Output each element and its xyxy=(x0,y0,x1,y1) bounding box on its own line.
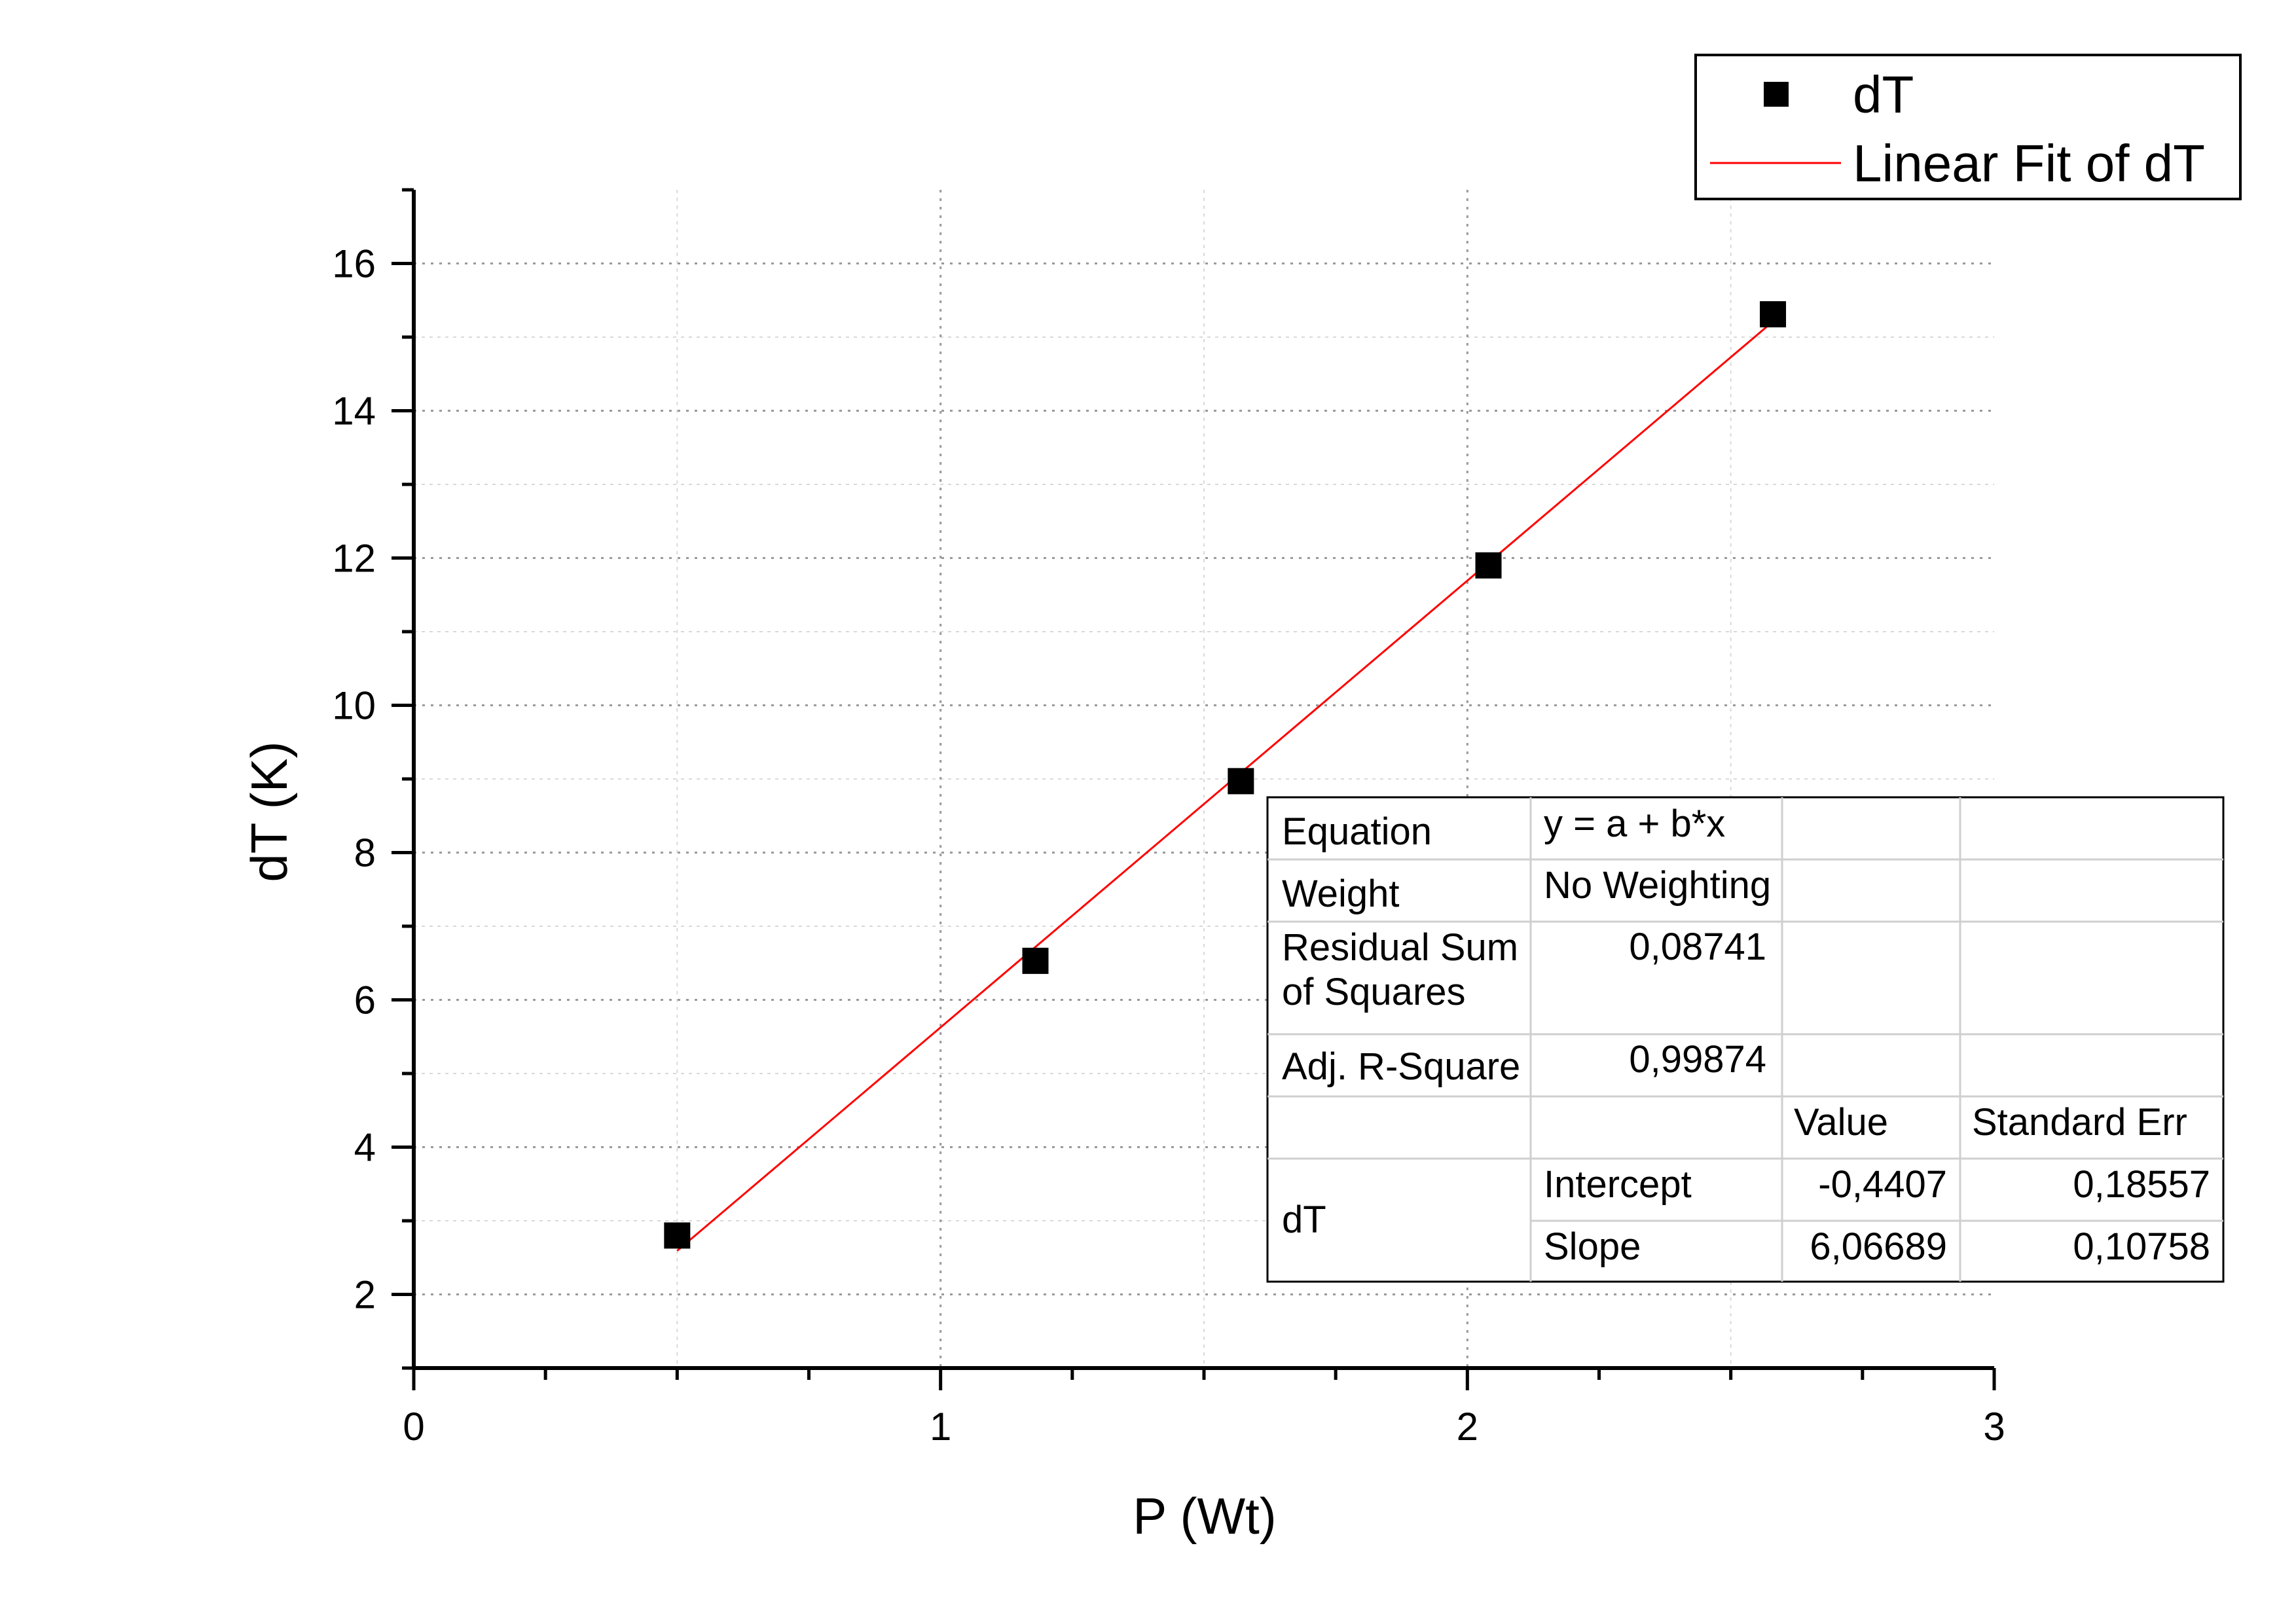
x-tick-label: 0 xyxy=(403,1405,424,1449)
table-header-standard-err: Standard Err xyxy=(1972,1101,2187,1144)
y-tick-label: 12 xyxy=(332,537,376,581)
table-value-residual: 0,08741 xyxy=(1629,926,1766,968)
y-axis-title: dT (K) xyxy=(240,741,298,882)
fit-line xyxy=(676,321,1774,1252)
table-header-value: Value xyxy=(1794,1101,1888,1144)
table-param-slope-value: 6,06689 xyxy=(1810,1225,1947,1268)
data-point xyxy=(664,1222,691,1249)
data-point xyxy=(1475,552,1502,579)
data-point xyxy=(1228,768,1254,795)
x-tick-label: 2 xyxy=(1457,1405,1478,1449)
table-value-weight: No Weighting xyxy=(1544,864,1771,907)
marker-layer xyxy=(664,301,1787,1249)
table-param-intercept-value: -0,4407 xyxy=(1818,1163,1947,1206)
table-label-residual: Residual Sum of Squares xyxy=(1282,926,1518,1013)
table-param-intercept: Intercept xyxy=(1544,1163,1692,1206)
table-label-equation: Equation xyxy=(1282,810,1432,853)
y-tick-label: 14 xyxy=(332,389,376,433)
x-tick-label: 1 xyxy=(930,1405,951,1449)
table-value-adj-r-square: 0,99874 xyxy=(1629,1038,1766,1081)
y-tick-label: 6 xyxy=(354,979,376,1022)
y-tick-label: 4 xyxy=(354,1126,376,1170)
table-param-slope: Slope xyxy=(1544,1225,1641,1268)
y-tick-label: 16 xyxy=(332,242,376,286)
y-tick-label: 10 xyxy=(332,684,376,728)
legend-label-fit: Linear Fit of dT xyxy=(1853,134,2205,192)
legend-box xyxy=(1694,54,2242,200)
residual-label-line: Residual Sum xyxy=(1282,926,1518,969)
table-value-equation: y = a + b*x xyxy=(1544,803,1725,845)
legend: dT Linear Fit of dT xyxy=(1694,54,2242,200)
fit-table-gridlines xyxy=(1267,797,2223,1282)
table-group-label: dT xyxy=(1282,1199,1326,1241)
data-point xyxy=(1022,947,1049,974)
data-point xyxy=(1760,301,1787,328)
legend-label-dT: dT xyxy=(1853,65,1914,124)
x-tick-label: 3 xyxy=(1983,1405,2005,1449)
fit-results-table: Equation y = a + b*x Weight No Weighting… xyxy=(1266,796,2225,1283)
fit-line-layer xyxy=(676,321,1774,1252)
residual-label-line: of Squares xyxy=(1282,971,1466,1013)
y-tick-label: 2 xyxy=(354,1273,376,1317)
legend-marker-dT xyxy=(1764,82,1789,107)
table-param-intercept-error: 0,18557 xyxy=(2073,1163,2210,1206)
table-label-weight: Weight xyxy=(1282,873,1399,915)
fit-table-box xyxy=(1266,796,2225,1283)
table-param-slope-error: 0,10758 xyxy=(2073,1225,2210,1268)
x-axis-title: P (Wt) xyxy=(1133,1487,1277,1545)
y-tick-label: 8 xyxy=(354,831,376,875)
table-label-adj-r-square: Adj. R-Square xyxy=(1282,1045,1520,1088)
grid-layer xyxy=(414,190,1994,1368)
